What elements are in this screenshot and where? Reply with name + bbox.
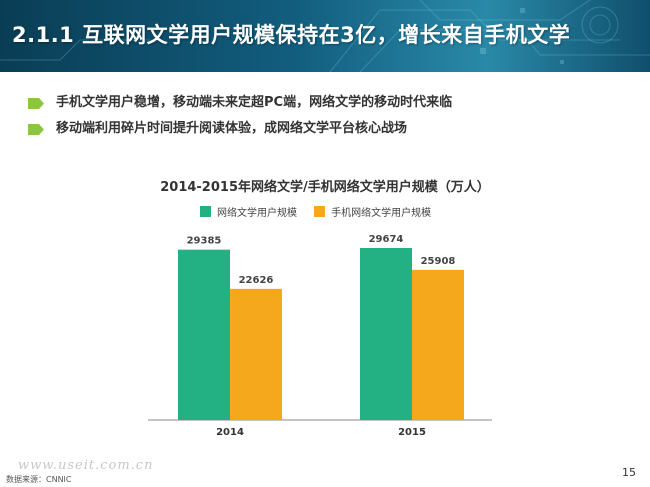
banner-decoration <box>0 0 650 72</box>
x-tick-label: 2014 <box>216 427 244 438</box>
data-label: 22626 <box>239 275 274 286</box>
data-label: 29385 <box>187 236 222 247</box>
chart-legend: 网络文学用户规模 手机网络文学用户规模 <box>200 204 445 219</box>
bullet-text: 移动端利用碎片时间提升阅读体验，成网络文学平台核心战场 <box>56 121 408 136</box>
data-source: 数据来源：CNNIC <box>6 475 72 484</box>
bullet-list: 手机文学用户稳增，移动端未来定超PC端，网络文学的移动时代来临 移动端利用碎片时… <box>26 90 452 142</box>
legend-swatch-series-2 <box>314 206 326 217</box>
data-label: 25908 <box>421 256 456 267</box>
bullet-text: 手机文学用户稳增，移动端未来定超PC端，网络文学的移动时代来临 <box>56 95 453 110</box>
header-banner: 2.1.1 互联网文学用户规模保持在3亿，增长来自手机文学 <box>0 0 650 72</box>
page-number: 15 <box>622 466 636 479</box>
bar-2015-series-1 <box>360 248 412 420</box>
bullet-item: 移动端利用碎片时间提升阅读体验，成网络文学平台核心战场 <box>26 116 452 142</box>
bar-2015-series-2 <box>412 269 464 420</box>
x-tick-label: 2015 <box>398 427 426 438</box>
bar-2014-series-1 <box>178 249 230 420</box>
legend-label: 网络文学用户规模 <box>217 208 297 219</box>
data-label: 29674 <box>369 234 404 245</box>
page-title: 2.1.1 互联网文学用户规模保持在3亿，增长来自手机文学 <box>12 23 571 47</box>
bar-2014-series-2 <box>230 288 282 420</box>
arrow-bullet-icon <box>28 124 44 135</box>
watermark: www.useit.com.cn <box>18 458 154 473</box>
legend-item: 手机网络文学用户规模 <box>314 204 431 219</box>
arrow-bullet-icon <box>28 98 44 109</box>
bullet-item: 手机文学用户稳增，移动端未来定超PC端，网络文学的移动时代来临 <box>26 90 452 116</box>
legend-swatch-series-1 <box>200 206 211 217</box>
chart-title: 2014-2015年网络文学/手机网络文学用户规模（万人） <box>160 180 490 195</box>
legend-label: 手机网络文学用户规模 <box>331 208 432 219</box>
legend-item: 网络文学用户规模 <box>200 204 297 219</box>
